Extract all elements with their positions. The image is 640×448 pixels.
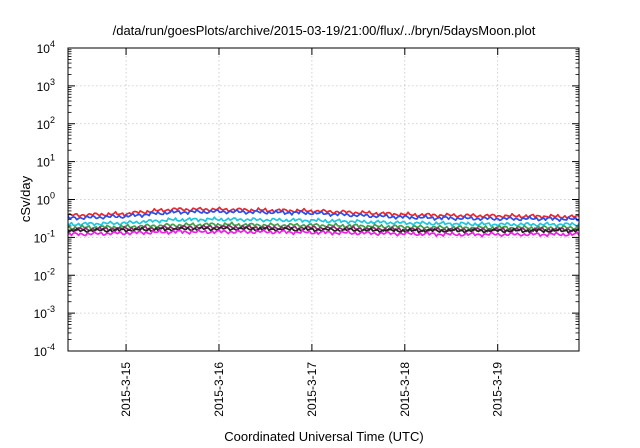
x-axis-label: Coordinated Universal Time (UTC): [224, 429, 423, 444]
y-tick-label: 104: [37, 39, 55, 56]
y-tick-labels: 10-4 10-3 10-2 10-1 100 101 102 103 104: [34, 39, 55, 359]
y-tick-label: 10-1: [34, 228, 55, 245]
series-line: [67, 209, 580, 222]
y-tick-label: 102: [37, 115, 55, 132]
series-layer: [67, 206, 580, 238]
x-tick-label: 2015-3-18: [398, 362, 412, 417]
y-axis-label: cSv/day: [18, 175, 33, 222]
series-line: [67, 206, 580, 220]
ticks: [68, 47, 579, 352]
y-tick-label: 10-4: [34, 342, 55, 359]
chart-title: /data/run/goesPlots/archive/2015-03-19/2…: [113, 23, 536, 38]
x-tick-label: 2015-3-15: [119, 362, 133, 417]
x-tick-labels: 2015-3-15 2015-3-16 2015-3-17 2015-3-18 2015…: [119, 362, 505, 417]
y-tick-label: 103: [37, 77, 55, 94]
x-tick-label: 2015-3-17: [305, 362, 319, 417]
y-tick-label: 10-3: [34, 304, 55, 321]
y-tick-label: 100: [37, 191, 55, 208]
x-tick-label: 2015-3-19: [491, 362, 505, 417]
y-tick-label: 101: [37, 153, 55, 170]
x-tick-label: 2015-3-16: [212, 362, 226, 417]
y-tick-label: 10-2: [34, 266, 55, 283]
grid: [68, 48, 579, 351]
series-line: [68, 216, 580, 228]
series-line: [67, 221, 580, 231]
series-line: [67, 228, 580, 238]
